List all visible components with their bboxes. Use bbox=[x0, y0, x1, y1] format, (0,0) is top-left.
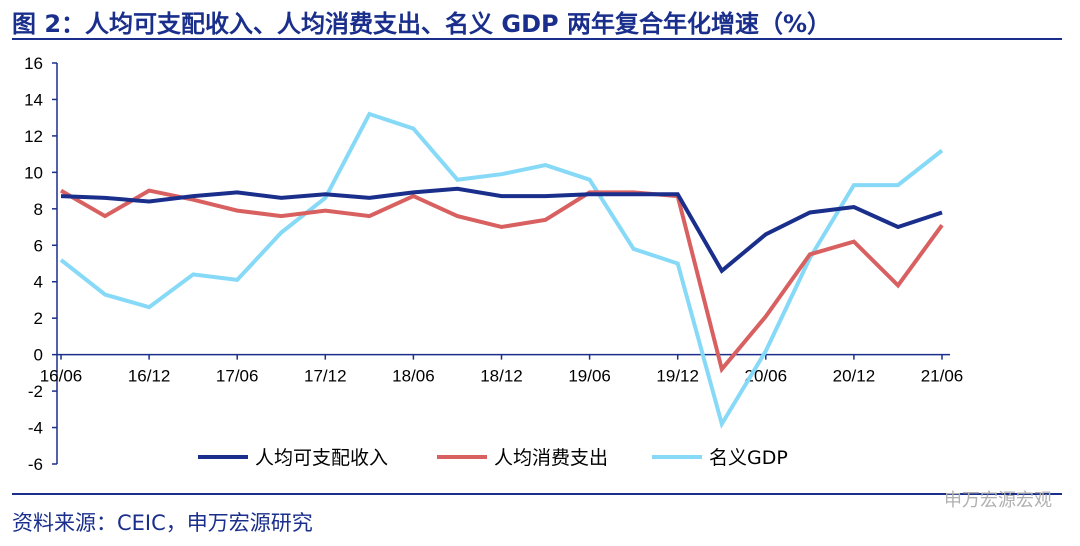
source-divider bbox=[12, 493, 1062, 495]
watermark: 申万宏源宏观 bbox=[944, 490, 1052, 511]
x-tick-label: 16/12 bbox=[128, 367, 171, 386]
x-tick-label: 18/12 bbox=[480, 367, 523, 386]
y-tick-label: 16 bbox=[24, 54, 43, 73]
x-tick-label: 17/06 bbox=[216, 367, 259, 386]
y-tick-label: -4 bbox=[28, 419, 43, 438]
legend-label-1: 人均消费支出 bbox=[494, 447, 608, 469]
y-tick-label: 6 bbox=[34, 236, 43, 255]
x-tick-label: 20/12 bbox=[833, 367, 876, 386]
y-tick-label: 8 bbox=[34, 200, 43, 219]
x-tick-label: 18/06 bbox=[392, 367, 435, 386]
y-tick-label: 0 bbox=[34, 346, 43, 365]
series-lines bbox=[59, 111, 944, 429]
y-tick-label: 14 bbox=[24, 90, 43, 109]
x-tick-label: 21/06 bbox=[921, 367, 964, 386]
x-axis: 16/06 16/12 17/06 17/12 18/06 18/12 19/06 19/12… bbox=[40, 353, 964, 386]
legend-label-0: 人均可支配收入 bbox=[255, 447, 388, 469]
legend: 人均可支配收入 人均消费支出 名义GDP bbox=[198, 447, 788, 469]
series-line-1 bbox=[59, 188, 944, 374]
y-tick-label: 12 bbox=[24, 127, 43, 146]
x-tick-label: 17/12 bbox=[304, 367, 347, 386]
x-tick-label: 19/06 bbox=[568, 367, 611, 386]
x-tick-label: 19/12 bbox=[656, 367, 699, 386]
chart-title: 图 2：人均可支配收入、人均消费支出、名义 GDP 两年复合年化增速（%） bbox=[12, 10, 832, 38]
line-chart: 16 14 12 10 8 6 4 2 0 -2 -4 -6 16/06 16/12 17/06 17/12… bbox=[24, 54, 964, 474]
y-tick-label: -2 bbox=[28, 382, 43, 401]
y-tick-label: 2 bbox=[34, 309, 43, 328]
y-tick-label: 4 bbox=[34, 273, 43, 292]
series-line-2 bbox=[59, 111, 944, 429]
x-tick-label: 16/06 bbox=[40, 367, 83, 386]
y-axis: 16 14 12 10 8 6 4 2 0 -2 -4 -6 bbox=[24, 54, 58, 474]
y-tick-label: -6 bbox=[28, 455, 43, 474]
title-divider bbox=[12, 38, 1062, 40]
source-note: 资料来源：CEIC，申万宏源研究 bbox=[12, 511, 313, 535]
y-tick-label: 10 bbox=[24, 163, 43, 182]
legend-label-2: 名义GDP bbox=[709, 447, 788, 469]
series-line-0 bbox=[60, 186, 943, 274]
